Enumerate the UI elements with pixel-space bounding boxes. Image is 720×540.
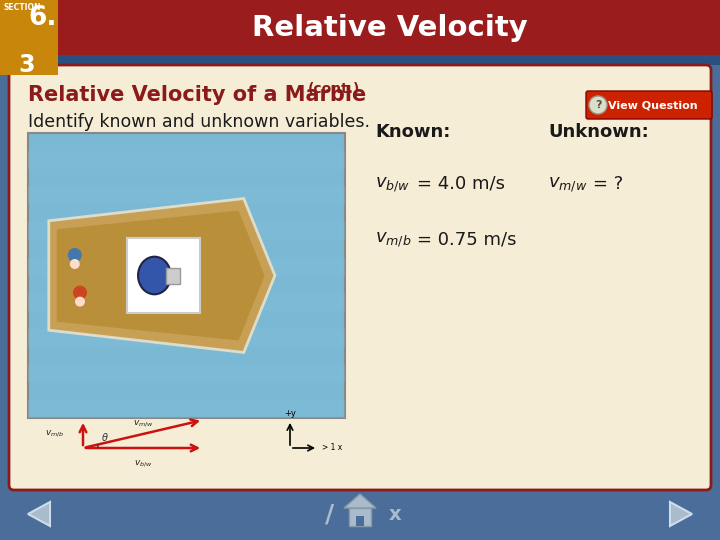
Circle shape — [73, 286, 87, 300]
Polygon shape — [49, 199, 275, 353]
Text: = ?: = ? — [593, 175, 624, 193]
Text: $v_{m/b}$: $v_{m/b}$ — [375, 230, 412, 248]
Circle shape — [75, 296, 85, 307]
Text: View Question: View Question — [608, 100, 698, 110]
Text: $v_{b/w}$: $v_{b/w}$ — [375, 175, 410, 194]
Text: Relative Velocity of a Marble: Relative Velocity of a Marble — [28, 85, 366, 105]
FancyBboxPatch shape — [0, 55, 720, 65]
Text: = 4.0 m/s: = 4.0 m/s — [417, 175, 505, 193]
Text: (cont.): (cont.) — [308, 82, 361, 96]
FancyBboxPatch shape — [28, 222, 345, 240]
FancyBboxPatch shape — [586, 91, 712, 119]
Circle shape — [70, 259, 80, 269]
Text: $v_{m/b}$: $v_{m/b}$ — [45, 429, 64, 440]
Text: > 1 x: > 1 x — [322, 443, 342, 453]
Text: +y: +y — [284, 409, 296, 418]
Text: = 0.75 m/s: = 0.75 m/s — [417, 230, 516, 248]
Text: Known:: Known: — [375, 123, 451, 141]
Text: SECTION: SECTION — [4, 3, 42, 12]
Polygon shape — [57, 211, 264, 341]
Polygon shape — [28, 502, 50, 526]
FancyBboxPatch shape — [28, 151, 345, 168]
FancyBboxPatch shape — [0, 488, 720, 540]
Polygon shape — [670, 502, 692, 526]
FancyBboxPatch shape — [28, 400, 345, 418]
Text: Unknown:: Unknown: — [548, 123, 649, 141]
FancyBboxPatch shape — [356, 516, 364, 526]
FancyBboxPatch shape — [28, 293, 345, 311]
FancyBboxPatch shape — [28, 133, 345, 418]
Text: $v_{m/w}$: $v_{m/w}$ — [132, 418, 153, 429]
FancyBboxPatch shape — [28, 329, 345, 347]
Text: x: x — [389, 504, 401, 523]
FancyBboxPatch shape — [28, 186, 345, 204]
Text: /: / — [325, 502, 335, 526]
FancyBboxPatch shape — [28, 420, 345, 480]
FancyBboxPatch shape — [0, 0, 58, 75]
Text: 3: 3 — [18, 53, 35, 77]
Circle shape — [589, 96, 607, 114]
FancyBboxPatch shape — [166, 267, 181, 284]
Text: ?: ? — [595, 100, 601, 110]
Polygon shape — [344, 494, 376, 508]
FancyBboxPatch shape — [28, 364, 345, 382]
FancyBboxPatch shape — [28, 258, 345, 275]
Ellipse shape — [138, 256, 171, 294]
FancyBboxPatch shape — [349, 508, 371, 526]
Text: Relative Velocity: Relative Velocity — [252, 14, 528, 42]
Text: $\theta$: $\theta$ — [101, 431, 109, 443]
Text: 6.: 6. — [28, 5, 56, 31]
FancyBboxPatch shape — [9, 65, 711, 490]
Text: $v_{m/w}$: $v_{m/w}$ — [548, 175, 588, 194]
Text: Identify known and unknown variables.: Identify known and unknown variables. — [28, 113, 370, 131]
FancyBboxPatch shape — [0, 0, 720, 55]
Circle shape — [68, 248, 82, 262]
Text: $v_{b/w}$: $v_{b/w}$ — [134, 458, 153, 469]
FancyBboxPatch shape — [127, 238, 199, 313]
